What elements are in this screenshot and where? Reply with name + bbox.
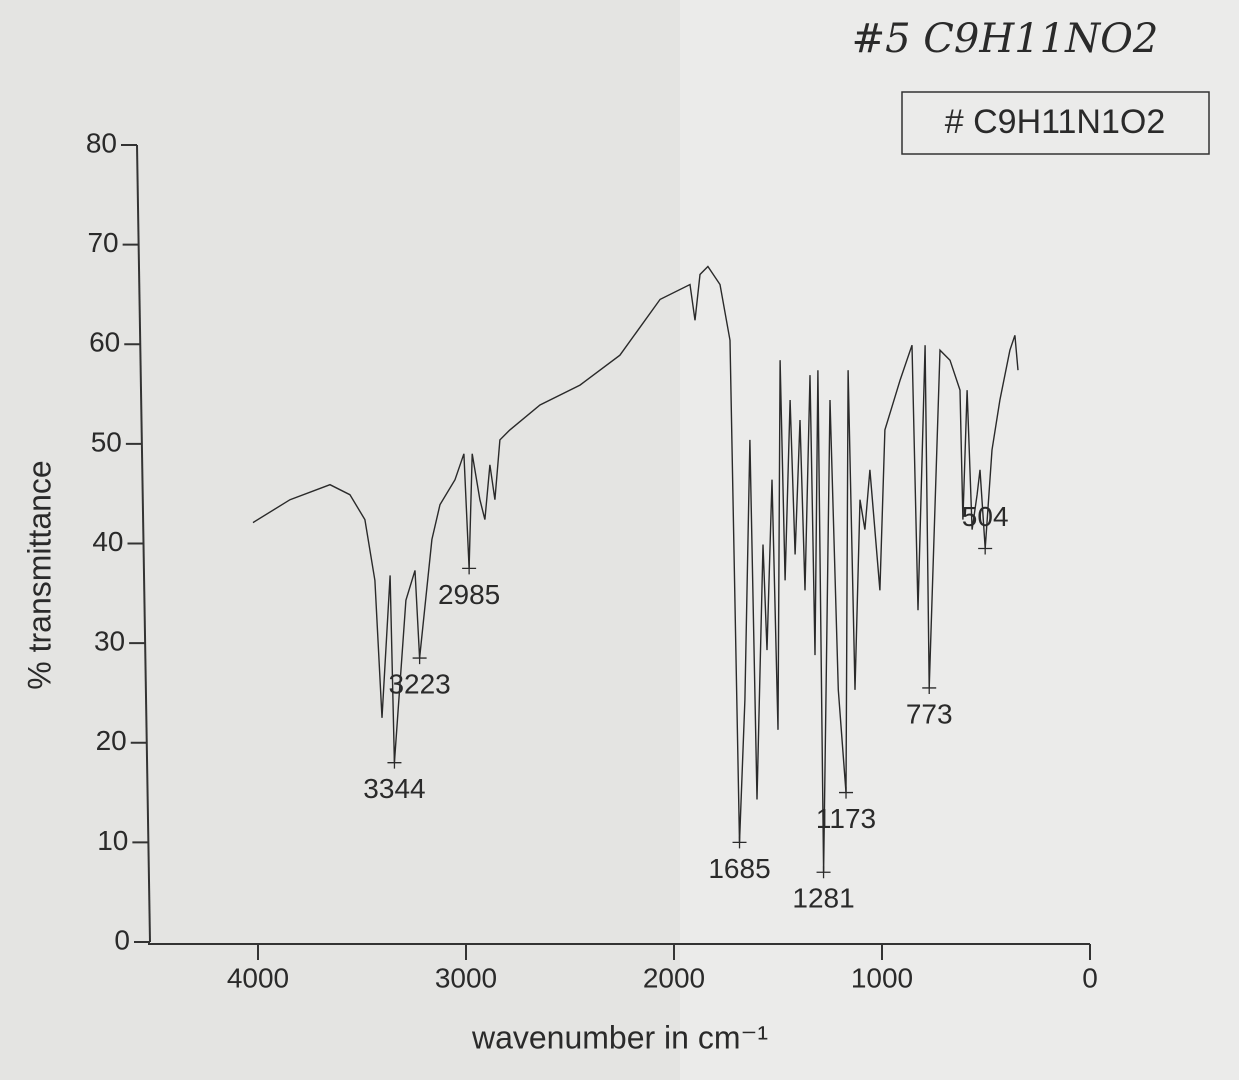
peak-marker bbox=[839, 786, 854, 799]
y-tick-label: 20 bbox=[96, 725, 127, 756]
x-tick-label: 3000 bbox=[435, 962, 497, 993]
x-tick-label: 1000 bbox=[851, 962, 913, 993]
peak-marker bbox=[816, 866, 831, 879]
peak-label: 1685 bbox=[708, 853, 770, 884]
peak-marker bbox=[387, 756, 402, 769]
formula-label: # C9H11N1O2 bbox=[945, 103, 1166, 141]
peak-marker bbox=[732, 836, 747, 849]
y-axis-label: % transmittance bbox=[21, 460, 57, 689]
y-tick-label: 80 bbox=[86, 127, 117, 158]
peak-marker bbox=[922, 681, 937, 694]
y-tick-label: 10 bbox=[97, 825, 128, 856]
y-tick-label: 0 bbox=[114, 924, 130, 955]
y-tick-label: 50 bbox=[91, 426, 122, 457]
peak-marker bbox=[462, 562, 477, 575]
peak-label: 1281 bbox=[792, 883, 854, 914]
x-tick-label: 4000 bbox=[227, 962, 289, 993]
peak-label: 2985 bbox=[438, 579, 500, 610]
peak-label: 773 bbox=[906, 698, 953, 729]
spectrum-line bbox=[252, 265, 1019, 873]
peak-label: 3344 bbox=[363, 773, 425, 804]
y-tick-label: 30 bbox=[94, 626, 125, 657]
y-tick-label: 60 bbox=[89, 327, 120, 358]
peak-marker bbox=[978, 542, 993, 555]
peak-marker bbox=[412, 652, 427, 665]
peak-label: 1173 bbox=[816, 803, 876, 834]
peak-label: 504 bbox=[962, 501, 1009, 532]
peak-label: 3223 bbox=[388, 668, 450, 699]
handwritten-title: #5 C9H11NO2 bbox=[852, 16, 1159, 62]
paper-fold bbox=[680, 0, 1239, 1080]
x-axis-label: wavenumber in cm⁻¹ bbox=[471, 1019, 768, 1055]
x-tick-label: 0 bbox=[1082, 962, 1098, 993]
x-tick-label: 2000 bbox=[643, 962, 705, 993]
y-tick-label: 40 bbox=[92, 526, 123, 557]
y-tick-label: 70 bbox=[87, 227, 118, 258]
legend-box bbox=[901, 91, 1210, 155]
